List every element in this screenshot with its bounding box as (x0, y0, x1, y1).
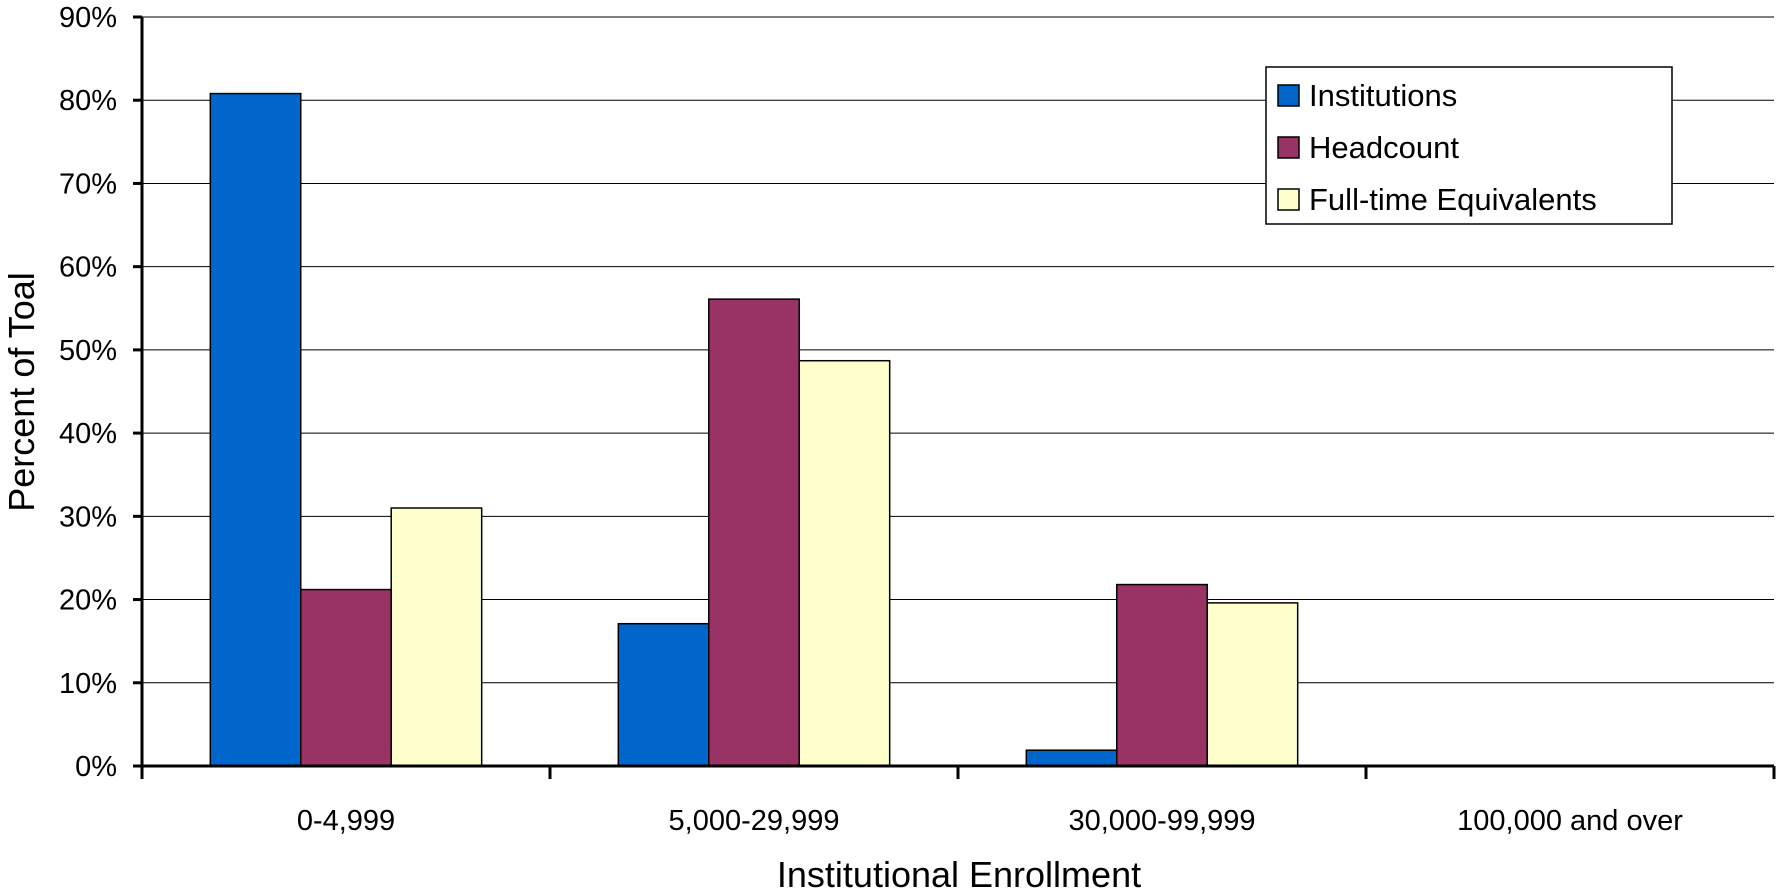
y-tick-label: 20% (59, 585, 117, 617)
y-tick-label: 40% (59, 418, 117, 450)
x-tick-label: 5,000-29,999 (669, 805, 840, 837)
bar (617, 622, 710, 767)
bar (708, 298, 800, 767)
y-tick-label: 80% (59, 85, 117, 117)
legend-swatch-institutions (1277, 84, 1300, 107)
legend: Institutions Headcount Full-time Equival… (1265, 66, 1673, 225)
legend-box (1265, 66, 1673, 225)
legend-swatch-headcount (1277, 136, 1300, 159)
x-axis-title: Institutional Enrollment (777, 854, 1141, 894)
bar (1116, 583, 1208, 767)
bar (209, 92, 302, 767)
y-axis-ticks: 0% 10% 20% 30% 40% 50% 60% 70% 80% 90% (59, 2, 142, 783)
y-axis-title: Percent of Toal (1, 272, 42, 511)
x-tick-label: 0-4,999 (297, 805, 395, 837)
y-tick-label: 50% (59, 335, 117, 367)
y-tick-label: 70% (59, 168, 117, 200)
legend-label-institutions: Institutions (1309, 78, 1457, 113)
bar (1025, 749, 1118, 767)
bars (209, 92, 1299, 767)
bar (390, 507, 483, 767)
bar (300, 588, 392, 767)
x-tick-label: 30,000-99,999 (1068, 805, 1255, 837)
y-tick-label: 10% (59, 668, 117, 700)
y-tick-label: 0% (75, 751, 117, 783)
legend-label-fte: Full-time Equivalents (1309, 182, 1597, 217)
legend-swatch-fte (1277, 188, 1300, 211)
bar (798, 359, 891, 767)
bar (1206, 602, 1299, 767)
x-axis-ticks: 0-4,999 5,000-29,999 30,000-99,999 100,000 … (140, 766, 1776, 837)
y-tick-label: 60% (59, 252, 117, 284)
legend-label-headcount: Headcount (1309, 130, 1459, 165)
y-tick-label: 30% (59, 501, 117, 533)
x-tick-label: 100,000 and over (1457, 805, 1683, 837)
y-tick-label: 90% (59, 2, 117, 34)
